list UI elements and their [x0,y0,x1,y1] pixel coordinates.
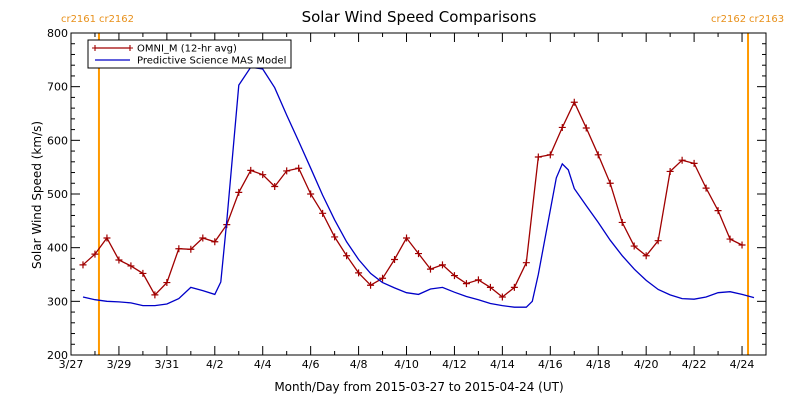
data-point-marker [319,209,327,217]
data-point-marker [498,293,506,301]
data-point-marker [103,234,111,242]
data-point-marker [307,190,315,198]
data-point-marker [654,237,662,245]
data-point-marker [235,188,243,196]
y-tick-label: 300 [47,295,68,308]
plot-frame [70,32,767,356]
x-tick-label: 4/12 [442,358,467,371]
data-point-marker [343,252,351,260]
data-point-marker [115,256,123,264]
data-point-marker [259,171,267,179]
legend-marker [127,45,133,51]
y-axis-label: Solar Wind Speed (km/s) [30,121,44,269]
x-axis-label: Month/Day from 2015-03-27 to 2015-04-24 … [274,380,563,394]
data-point-marker [379,274,387,282]
legend-label: OMNI_M (12-hr avg) [137,44,237,55]
legend-marker [92,45,98,51]
data-point-marker [79,261,87,269]
data-point-marker [211,238,219,246]
x-tick-label: 4/6 [302,358,320,371]
y-tick-label: 500 [47,188,68,201]
data-point-marker [522,259,530,267]
data-point-marker [570,98,578,106]
data-point-marker [403,234,411,242]
data-point-marker [450,272,458,280]
data-point-marker [618,218,626,226]
legend: OMNI_M (12-hr avg)Predictive Science MAS… [87,39,292,69]
data-point-marker [474,276,482,284]
x-tick-label: 3/27 [59,358,84,371]
data-point-marker [630,242,638,250]
data-point-marker [690,159,698,167]
data-point-marker [486,283,494,291]
data-point-marker [247,166,255,174]
y-tick-label: 800 [47,27,68,40]
data-point-marker [91,250,99,258]
data-point-marker [582,124,590,132]
data-point-marker [295,164,303,172]
x-tick-label: 4/14 [490,358,515,371]
data-point-marker [606,179,614,187]
data-point-marker [199,234,207,242]
y-tick-label: 400 [47,242,68,255]
legend-box [87,39,292,69]
data-point-marker [127,262,135,270]
series-line-mas-model [82,66,755,308]
data-point-marker [331,233,339,241]
data-point-marker [594,151,602,159]
carrington-label-before: cr2162 [711,14,746,25]
legend-label: Predictive Science MAS Model [137,56,286,67]
x-tick-label: 4/24 [730,358,755,371]
data-point-marker [714,207,722,215]
carrington-label-after: cr2162 [99,14,134,25]
x-tick-label: 4/8 [350,358,368,371]
data-point-marker [355,269,363,277]
data-point-marker [462,280,470,288]
y-tick-label: 200 [47,349,68,362]
data-point-marker [678,156,686,164]
data-point-marker [738,241,746,249]
data-point-marker [534,153,542,161]
data-point-marker [415,250,422,258]
data-point-marker [438,261,446,269]
data-point-marker [702,184,710,192]
data-point-marker [175,245,183,253]
x-tick-label: 4/10 [394,358,419,371]
y-tick-label: 700 [47,81,68,94]
data-point-marker [283,167,291,175]
data-point-marker [558,123,566,131]
carrington-label-before: cr2161 [61,14,96,25]
data-point-marker [546,151,554,159]
x-tick-label: 4/4 [254,358,272,371]
data-point-marker [187,245,195,253]
data-point-marker [367,281,375,289]
x-tick-label: 4/16 [538,358,563,371]
y-tick-label: 600 [47,134,68,147]
data-point-marker [510,283,518,291]
data-point-marker [271,182,279,190]
x-tick-label: 4/18 [586,358,611,371]
data-point-marker [391,255,399,263]
data-point-marker [426,265,434,273]
series-line-omni [82,100,743,298]
x-tick-label: 3/29 [107,358,132,371]
x-tick-label: 4/20 [634,358,659,371]
data-point-marker [139,269,147,277]
data-point-marker [163,279,171,287]
x-tick-label: 3/31 [155,358,180,371]
data-point-marker [666,167,674,175]
chart-title: Solar Wind Speed Comparisons [302,8,537,26]
x-tick-label: 4/2 [206,358,224,371]
data-point-marker [726,235,734,243]
data-point-marker [151,291,159,299]
data-point-marker [642,252,650,260]
x-tick-label: 4/22 [682,358,707,371]
carrington-label-after: cr2163 [749,14,784,25]
